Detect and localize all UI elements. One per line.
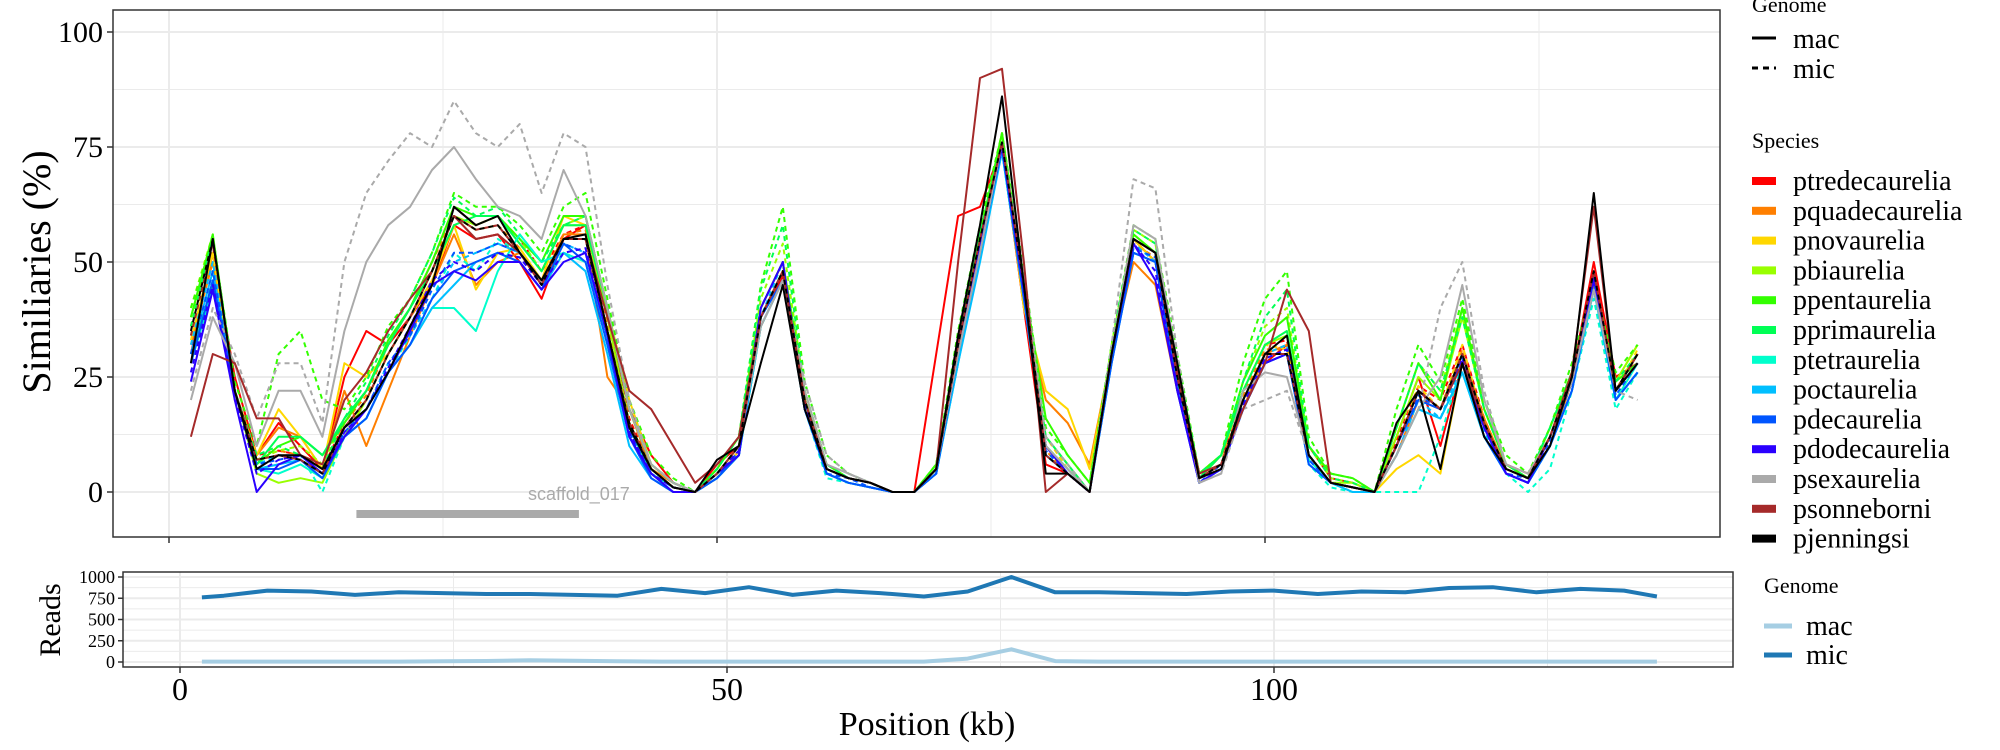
reads-line-mac bbox=[201, 647, 1657, 664]
y-axis-title-similarity: Similiaries (%) bbox=[14, 150, 59, 393]
plot-background bbox=[113, 10, 1720, 537]
legend-label-reads-mac: mac bbox=[1806, 611, 1853, 642]
series-line-pjenningsi-mic bbox=[189, 141, 1639, 493]
legend-key-ptredecaurelia bbox=[1752, 177, 1776, 185]
series-line-psexaurelia-mic bbox=[189, 100, 1638, 493]
legend-label-pjenningsi: pjenningsi bbox=[1793, 524, 1910, 555]
y-tick-label: 250 bbox=[88, 631, 115, 651]
legend-key-pbiaurelia bbox=[1752, 266, 1776, 275]
legend-key-psexaurelia bbox=[1752, 475, 1776, 483]
legend-label-reads-mic: mic bbox=[1806, 640, 1848, 671]
reads-line-mic bbox=[201, 575, 1658, 600]
legend-label-pquadecaurelia: pquadecaurelia bbox=[1793, 196, 1963, 227]
legend-key-ptetraurelia bbox=[1752, 355, 1776, 364]
legend-key-ppentaurelia bbox=[1752, 296, 1776, 305]
series-line-ptetraurelia-mic bbox=[189, 150, 1639, 493]
legend-key-pdodecaurelia bbox=[1752, 445, 1776, 454]
scaffold-label: scaffold_017 bbox=[528, 484, 630, 505]
x-tick-label: 50 bbox=[711, 671, 743, 707]
legend-title-reads-genome: Genome bbox=[1764, 573, 1839, 598]
series-line-ppentaurelia-mic bbox=[189, 132, 1639, 493]
legend-title-genome: Genome bbox=[1752, 0, 1827, 17]
y-tick-label: 0 bbox=[106, 652, 115, 672]
legend-key-pjenningsi bbox=[1752, 534, 1776, 543]
y-tick-label: 500 bbox=[88, 610, 115, 630]
legend-label-pprimaurelia: pprimaurelia bbox=[1793, 315, 1937, 346]
legend-key-pquadecaurelia bbox=[1752, 206, 1776, 215]
legend-label-pdodecaurelia: pdodecaurelia bbox=[1793, 434, 1951, 465]
plot-border bbox=[112, 9, 1721, 538]
y-tick-label: 100 bbox=[58, 16, 103, 49]
legend-label-pnovaurelia: pnovaurelia bbox=[1793, 226, 1926, 257]
legend-key-pprimaurelia bbox=[1752, 326, 1776, 334]
legend-label-psexaurelia: psexaurelia bbox=[1793, 464, 1921, 495]
legend-label-poctaurelia: poctaurelia bbox=[1793, 375, 1918, 406]
y-tick-label: 50 bbox=[73, 246, 103, 279]
legend-label-mac: mac bbox=[1793, 24, 1840, 55]
legend-label-pbiaurelia: pbiaurelia bbox=[1793, 255, 1906, 286]
legend-label-ptetraurelia: ptetraurelia bbox=[1793, 345, 1921, 376]
legend-key-psonneborni bbox=[1752, 504, 1776, 513]
y-axis-title-reads: Reads bbox=[34, 583, 67, 656]
legend-label-pdecaurelia: pdecaurelia bbox=[1793, 404, 1923, 435]
legend-key-poctaurelia bbox=[1752, 385, 1776, 394]
y-tick-label: 75 bbox=[73, 131, 103, 164]
legend-label-mic: mic bbox=[1793, 54, 1835, 85]
similarity-panel: 0 25 50 75 100 scaffold_017 bbox=[58, 9, 1721, 543]
plot-border bbox=[122, 571, 1734, 668]
legend-label-ppentaurelia: ppentaurelia bbox=[1793, 285, 1932, 316]
y-tick-label: 25 bbox=[73, 361, 103, 394]
y-tick-label: 0 bbox=[88, 476, 103, 509]
legend-title-species: Species bbox=[1752, 128, 1819, 153]
x-tick-label: 100 bbox=[1250, 671, 1298, 707]
series-line-pjenningsi-mac bbox=[189, 95, 1639, 493]
legend-key-pnovaurelia bbox=[1752, 236, 1776, 245]
legend-key-pdecaurelia bbox=[1752, 415, 1776, 424]
y-tick-label: 750 bbox=[88, 588, 115, 608]
y-tick-label: 1000 bbox=[79, 567, 115, 587]
x-axis-title: Position (kb) bbox=[839, 706, 1016, 743]
legend-label-psonneborni: psonneborni bbox=[1793, 494, 1932, 525]
x-tick-label: 0 bbox=[172, 671, 188, 707]
legend-label-ptredecaurelia: ptredecaurelia bbox=[1793, 166, 1952, 197]
